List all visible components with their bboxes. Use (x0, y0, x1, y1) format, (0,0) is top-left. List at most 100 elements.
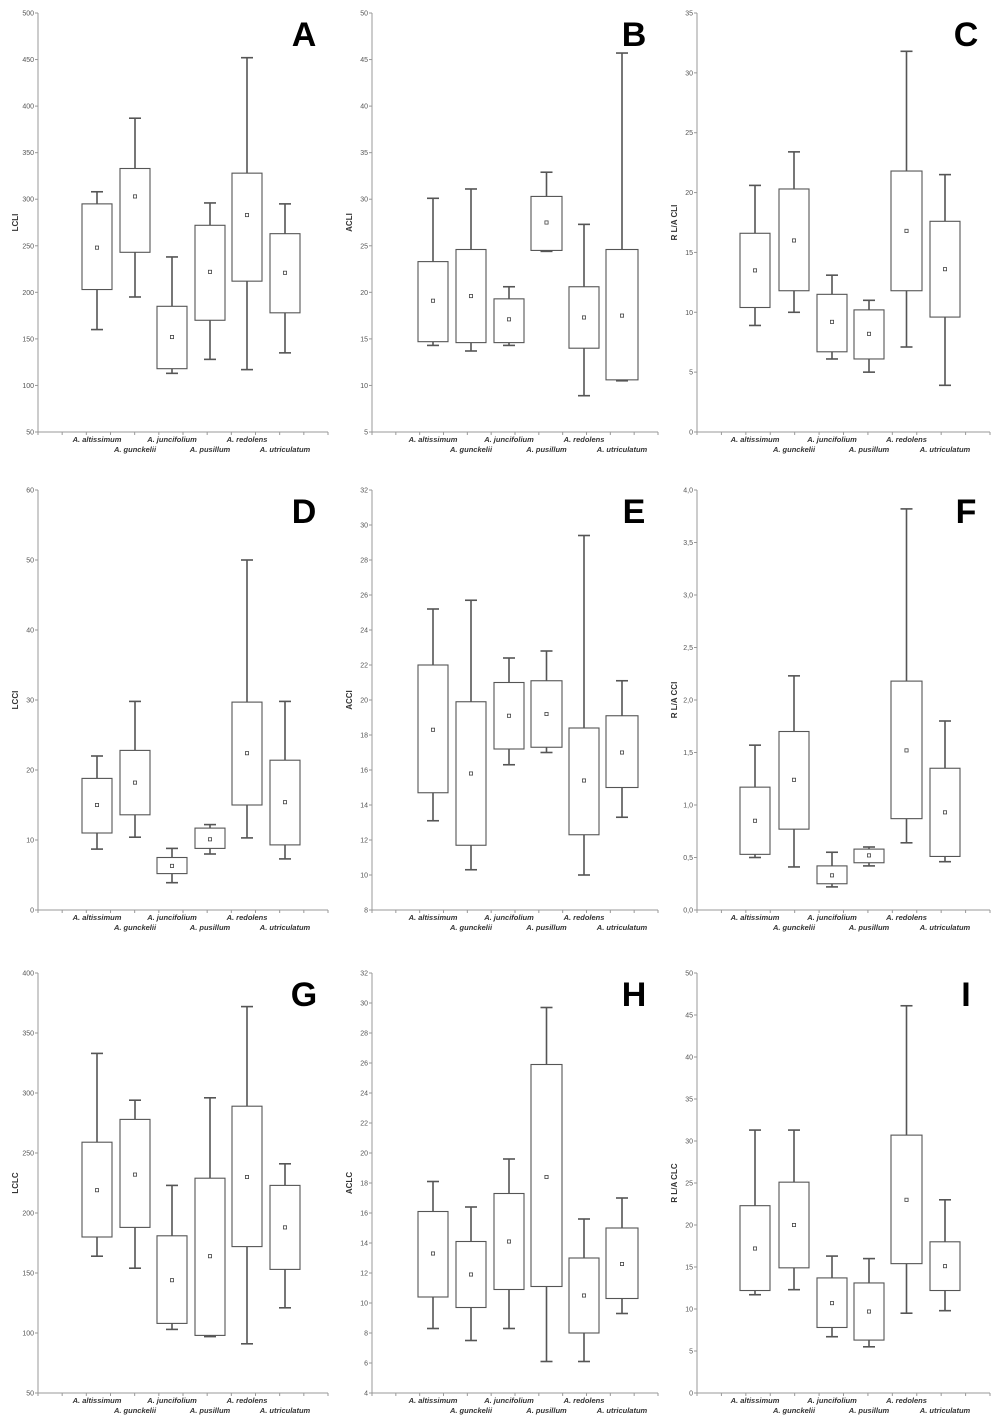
box-3 (156, 256, 188, 375)
median-marker (95, 245, 100, 250)
species-label: A. redolens (885, 1396, 927, 1405)
box-2 (778, 151, 810, 314)
median-marker (169, 335, 174, 340)
species-label: A. gunckelii (113, 445, 157, 454)
box-4 (194, 202, 226, 361)
species-label: A. redolens (563, 435, 605, 444)
box-1 (739, 744, 771, 859)
y-axis-label: ACLI (345, 213, 354, 232)
species-label: A. utriculatum (596, 445, 648, 454)
y-tick-label: 4 (364, 1391, 368, 1398)
species-label: A. altissimum (730, 435, 780, 444)
box-6 (605, 679, 639, 819)
y-tick-label: 5 (689, 1349, 693, 1356)
median-marker (207, 837, 212, 842)
median-marker (943, 267, 948, 272)
box-5 (568, 223, 600, 397)
y-tick-label: 5 (364, 430, 368, 437)
median-marker (943, 1264, 948, 1269)
box-6 (269, 203, 301, 354)
box-6 (929, 720, 961, 863)
y-tick-label: 200 (22, 1211, 34, 1218)
y-tick-label: 30 (360, 197, 368, 204)
y-tick-label: 10 (360, 873, 368, 880)
y-tick-label: 20 (685, 190, 693, 197)
species-label: A. pusillum (189, 1406, 231, 1415)
box-2 (119, 700, 151, 839)
y-tick-label: 16 (360, 768, 368, 775)
y-tick-label: 45 (685, 1013, 693, 1020)
y-tick-label: 28 (360, 1031, 368, 1038)
y-tick-label: 35 (685, 1097, 693, 1104)
box-5 (890, 50, 923, 348)
y-tick-label: 40 (360, 104, 368, 111)
y-tick-label: 0 (30, 908, 34, 915)
species-label: A. utriculatum (919, 1406, 971, 1415)
y-tick-label: 22 (360, 1121, 368, 1128)
box-body (929, 767, 961, 857)
median-marker (244, 751, 249, 756)
species-label: A. utriculatum (259, 1406, 311, 1415)
species-label: A. juncifolium (483, 435, 534, 444)
box-body (194, 1177, 226, 1336)
panel-letter: F (956, 493, 977, 531)
panel-letter: I (961, 976, 970, 1014)
box-3 (493, 285, 525, 347)
species-label: A. redolens (226, 913, 268, 922)
box-body (929, 220, 961, 318)
species-label: A. altissimum (730, 1396, 780, 1405)
panel-letter: G (291, 976, 317, 1014)
median-marker (904, 1197, 909, 1202)
panel-f: 0,0 0,5 1,0 1,5 2,0 2,5 3,0 3,5 4,0 R L/A CCI F A. … (670, 488, 991, 932)
panel-e: 8 10 12 14 16 18 20 22 24 26 28 30 32 ACCI E A. altissi… (345, 488, 659, 932)
y-tick-label: 6 (364, 1361, 368, 1368)
species-label: A. juncifolium (483, 1396, 534, 1405)
box-4 (853, 846, 885, 867)
box-1 (81, 190, 113, 331)
species-label: A. juncifolium (806, 1396, 857, 1405)
y-tick-label: 5 (689, 370, 693, 377)
box-6 (605, 1197, 639, 1315)
y-tick-label: 150 (22, 1271, 34, 1278)
y-tick-label: 150 (22, 336, 34, 343)
species-label: A. redolens (563, 1396, 605, 1405)
panel-letter: A (292, 16, 317, 54)
y-tick-label: 0,0 (683, 908, 693, 915)
y-tick-label: 250 (22, 1151, 34, 1158)
median-marker (468, 1272, 473, 1277)
y-tick-label: 3,5 (683, 540, 693, 547)
median-marker (620, 750, 625, 755)
median-marker (430, 1251, 435, 1256)
species-label: A. utriculatum (919, 445, 971, 454)
box-5 (568, 534, 600, 876)
median-marker (867, 853, 872, 858)
median-marker (620, 313, 625, 318)
box-4 (853, 299, 885, 373)
y-tick-label: 300 (22, 1091, 34, 1098)
box-2 (455, 1206, 487, 1342)
median-marker (943, 810, 948, 815)
y-tick-label: 24 (360, 1091, 368, 1098)
box-body (890, 170, 923, 292)
species-label: A. pusillum (525, 923, 567, 932)
y-tick-label: 18 (360, 733, 368, 740)
box-body (269, 1184, 301, 1270)
y-tick-label: 32 (360, 971, 368, 978)
median-marker (282, 270, 287, 275)
species-label: A. juncifolium (146, 1396, 197, 1405)
y-tick-label: 10 (685, 310, 693, 317)
box-2 (455, 188, 487, 352)
median-marker (430, 298, 435, 303)
species-label: A. redolens (885, 435, 927, 444)
y-tick-label: 25 (360, 243, 368, 250)
median-marker (792, 238, 797, 243)
y-tick-label: 400 (22, 971, 34, 978)
species-label: A. juncifolium (146, 913, 197, 922)
species-label: A. altissimum (72, 435, 122, 444)
y-tick-label: 10 (360, 383, 368, 390)
box-3 (156, 1184, 188, 1331)
y-axis-label: LCLI (11, 214, 20, 232)
